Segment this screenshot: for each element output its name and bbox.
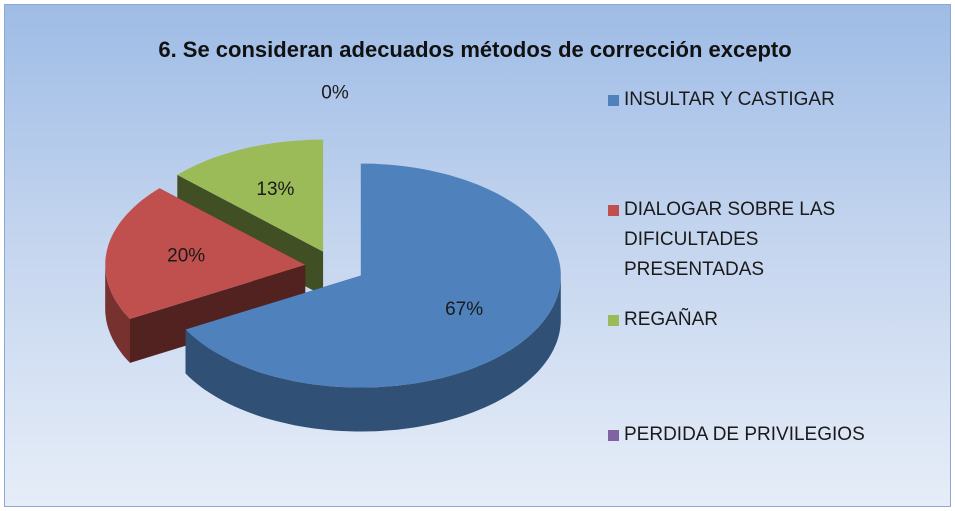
legend-label: DIALOGAR SOBRE LAS DIFICULTADES PRESENTA…	[624, 199, 836, 280]
legend-swatch	[608, 95, 619, 106]
legend-item: INSULTAR Y CASTIGAR	[608, 85, 948, 115]
chart: 6. Se consideran adecuados métodos de co…	[105, 37, 792, 432]
data-label: 13%	[256, 179, 294, 200]
legend-item: REGAÑAR	[608, 305, 948, 335]
data-label: 67%	[445, 299, 483, 320]
legend-item: PERDIDA DE PRIVILEGIOS	[608, 420, 948, 450]
slice	[105, 188, 306, 319]
legend-label: PERDIDA DE PRIVILEGIOS	[624, 424, 865, 445]
slice-wall	[185, 275, 561, 432]
legend-swatch	[608, 315, 619, 326]
data-label: 20%	[167, 245, 205, 266]
slice	[177, 139, 324, 252]
legend-swatch	[608, 205, 619, 216]
chart-area: 6. Se consideran adecuados métodos de co…	[4, 4, 951, 507]
legend-label: REGAÑAR	[624, 309, 718, 330]
data-label: 0%	[321, 82, 349, 103]
legend-swatch	[608, 430, 619, 441]
slice-side	[130, 264, 306, 363]
legend-item: DIALOGAR SOBRE LAS DIFICULTADES PRESENTA…	[608, 195, 948, 285]
slice-wall	[105, 264, 130, 363]
slice	[185, 163, 561, 388]
legend-label: INSULTAR Y CASTIGAR	[624, 89, 835, 110]
chart-title: 6. Se consideran adecuados métodos de co…	[158, 37, 791, 62]
